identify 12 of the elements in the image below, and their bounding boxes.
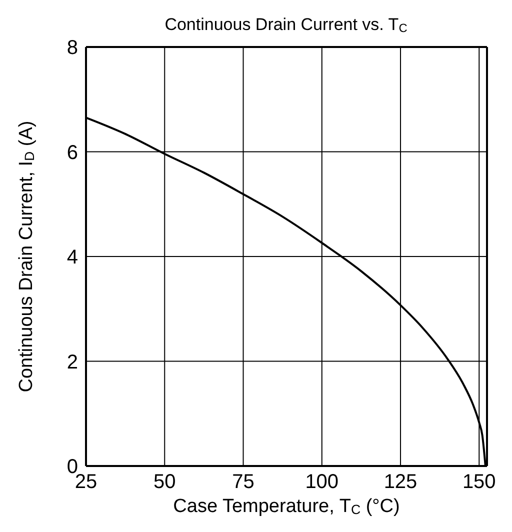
chart-title: Continuous Drain Current vs. T$_{C}$ bbox=[164, 15, 408, 35]
y-tick-label: 8 bbox=[66, 37, 78, 60]
y-tick-label: 4 bbox=[66, 246, 78, 269]
x-tick-label: 100 bbox=[305, 471, 339, 494]
x-tick-label: 75 bbox=[232, 471, 254, 494]
x-tick-label: 25 bbox=[74, 471, 98, 494]
y-tick-label: 6 bbox=[66, 142, 78, 164]
x-axis-title: Case Temperature, T$_{C}$ (°C) bbox=[173, 496, 400, 517]
y-tick-label: 2 bbox=[66, 351, 78, 374]
x-tick-label: 50 bbox=[154, 471, 176, 494]
x-tick-label: 150 bbox=[462, 471, 496, 494]
x-tick-label: 125 bbox=[384, 471, 418, 494]
